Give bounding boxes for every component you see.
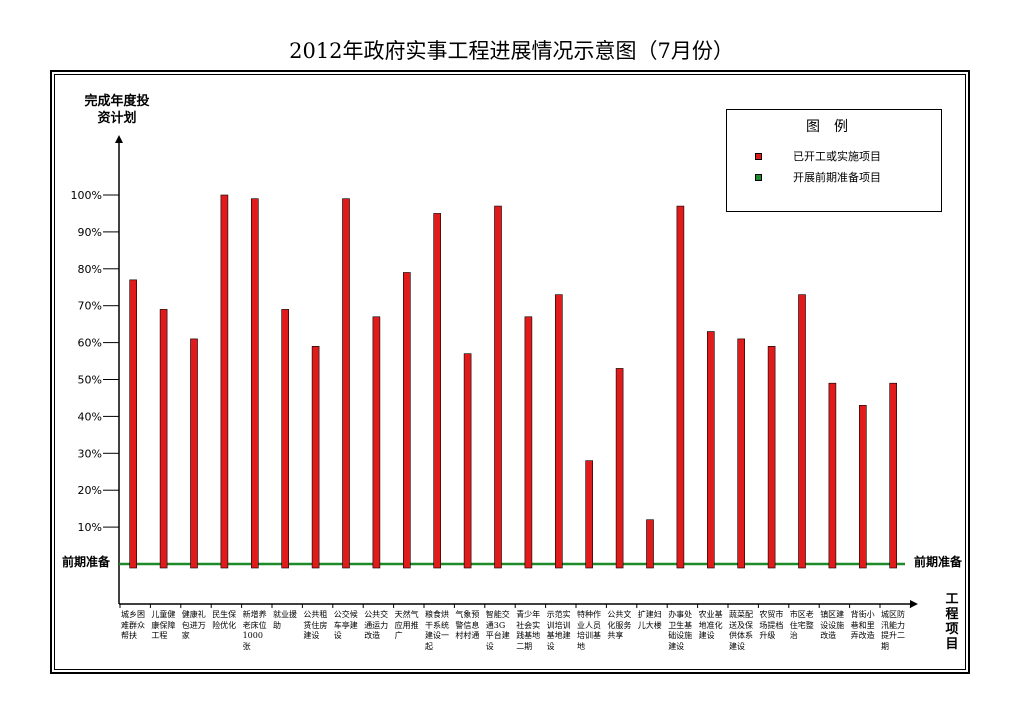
x-tick-label: 扩建妇儿大楼: [637, 610, 662, 630]
bar: [402, 272, 411, 569]
x-tick-label: 办事处卫生基础设施建设: [668, 610, 693, 651]
bar: [342, 198, 350, 569]
x-tick-label: 健康礼包进万家: [181, 610, 206, 641]
bar: [159, 309, 168, 569]
legend-title: 图例: [806, 119, 862, 135]
legend-swatch-preparation: [755, 174, 762, 181]
y-tick-label: 60%: [78, 337, 102, 350]
x-tick-label: 公共租赁住房建设: [303, 610, 328, 641]
x-tick-label: 城区防汛能力提升二期: [881, 610, 905, 651]
bar: [524, 316, 533, 569]
x-tick-label: 公共交通运力改造: [364, 610, 389, 641]
bar: [220, 194, 229, 569]
bar: [554, 294, 563, 569]
bar: [372, 316, 381, 569]
legend-label-started: 已开工或实施项目: [793, 150, 881, 163]
x-tick-label: 智能交通3G平台建设: [485, 610, 510, 651]
x-tick-label: 农业基地准化建设: [698, 610, 723, 641]
y-tick-label: 50%: [78, 374, 102, 387]
x-tick-label: 城乡困难群众帮扶: [121, 610, 145, 641]
bar: [646, 519, 654, 569]
x-tick-label: 气象预警信息村村通: [455, 610, 480, 641]
x-tick-label: 青少年社会实践基地二期: [516, 610, 541, 651]
y-axis-title: 完成年度投资计划: [84, 94, 150, 126]
y-tick-label: 30%: [78, 447, 102, 460]
chart-inner-frame: [54, 74, 966, 670]
bar: [251, 198, 259, 569]
bar: [433, 213, 442, 569]
bar: [767, 345, 776, 569]
y-tick-label: 100%: [71, 189, 102, 202]
x-tick-label: 儿童健康保障工程: [151, 610, 176, 641]
x-tick-label: 民生保险优化: [212, 610, 237, 630]
bar: [889, 382, 898, 569]
bar: [615, 368, 624, 569]
bar: [463, 353, 472, 569]
y-axis-arrow: [115, 135, 123, 143]
legend-swatch-started: [755, 153, 762, 160]
reference-line-label-right: 前期准备: [914, 555, 963, 569]
bar: [828, 382, 837, 569]
y-tick-label: 80%: [78, 263, 102, 276]
chart-outer-frame: [50, 70, 970, 674]
legend: 图例 已开工或实施项目 开展前期准备项目: [726, 109, 942, 212]
bar: [858, 405, 867, 569]
y-tick-label: 10%: [78, 521, 102, 534]
chart-title: 2012年政府实事工程进展情况示意图（7月份）: [289, 39, 734, 63]
x-tick-label: 示范实训培训基地建设: [546, 610, 571, 651]
legend-label-preparation: 开展前期准备项目: [793, 171, 881, 184]
reference-line-label-left: 前期准备: [62, 555, 111, 569]
x-tick-label: 就业援助: [273, 610, 297, 630]
x-tick-label: 天然气应用推广: [394, 610, 419, 641]
x-tick-label: 背街小巷和里弄改造: [850, 610, 875, 641]
x-axis-title: 工程项目: [945, 592, 959, 652]
bar: [494, 205, 502, 569]
x-tick-label: 特种作业人员培训基地: [577, 610, 601, 651]
y-tick-label: 90%: [78, 226, 102, 239]
x-tick-label: 新增养老床位1000张: [242, 610, 267, 651]
bar: [585, 460, 594, 569]
x-tick-label: 农贸市场提档升级: [759, 610, 784, 641]
bar: [798, 294, 806, 569]
x-tick-label: 公共文化服务共享: [607, 610, 632, 641]
bar: [281, 309, 290, 569]
y-tick-label: 70%: [78, 300, 102, 313]
x-tick-label: 蔬菜配送及保供体系建设: [729, 610, 753, 651]
bar: [737, 338, 746, 569]
bar: [190, 338, 198, 569]
y-tick-label: 40%: [78, 410, 102, 423]
x-axis-arrow: [910, 600, 918, 608]
y-tick-label: 20%: [78, 484, 102, 497]
bar: [311, 345, 320, 569]
bar: [676, 205, 685, 569]
bar: [706, 331, 715, 569]
x-tick-label: 公交候车亭建设: [333, 610, 358, 641]
x-tick-label: 市区老住宅整治: [789, 610, 814, 641]
bar: [129, 279, 137, 569]
x-tick-label: 粮食烘干系统建设一起: [425, 610, 449, 651]
x-tick-label: 镇区建设设施改造: [820, 610, 845, 641]
